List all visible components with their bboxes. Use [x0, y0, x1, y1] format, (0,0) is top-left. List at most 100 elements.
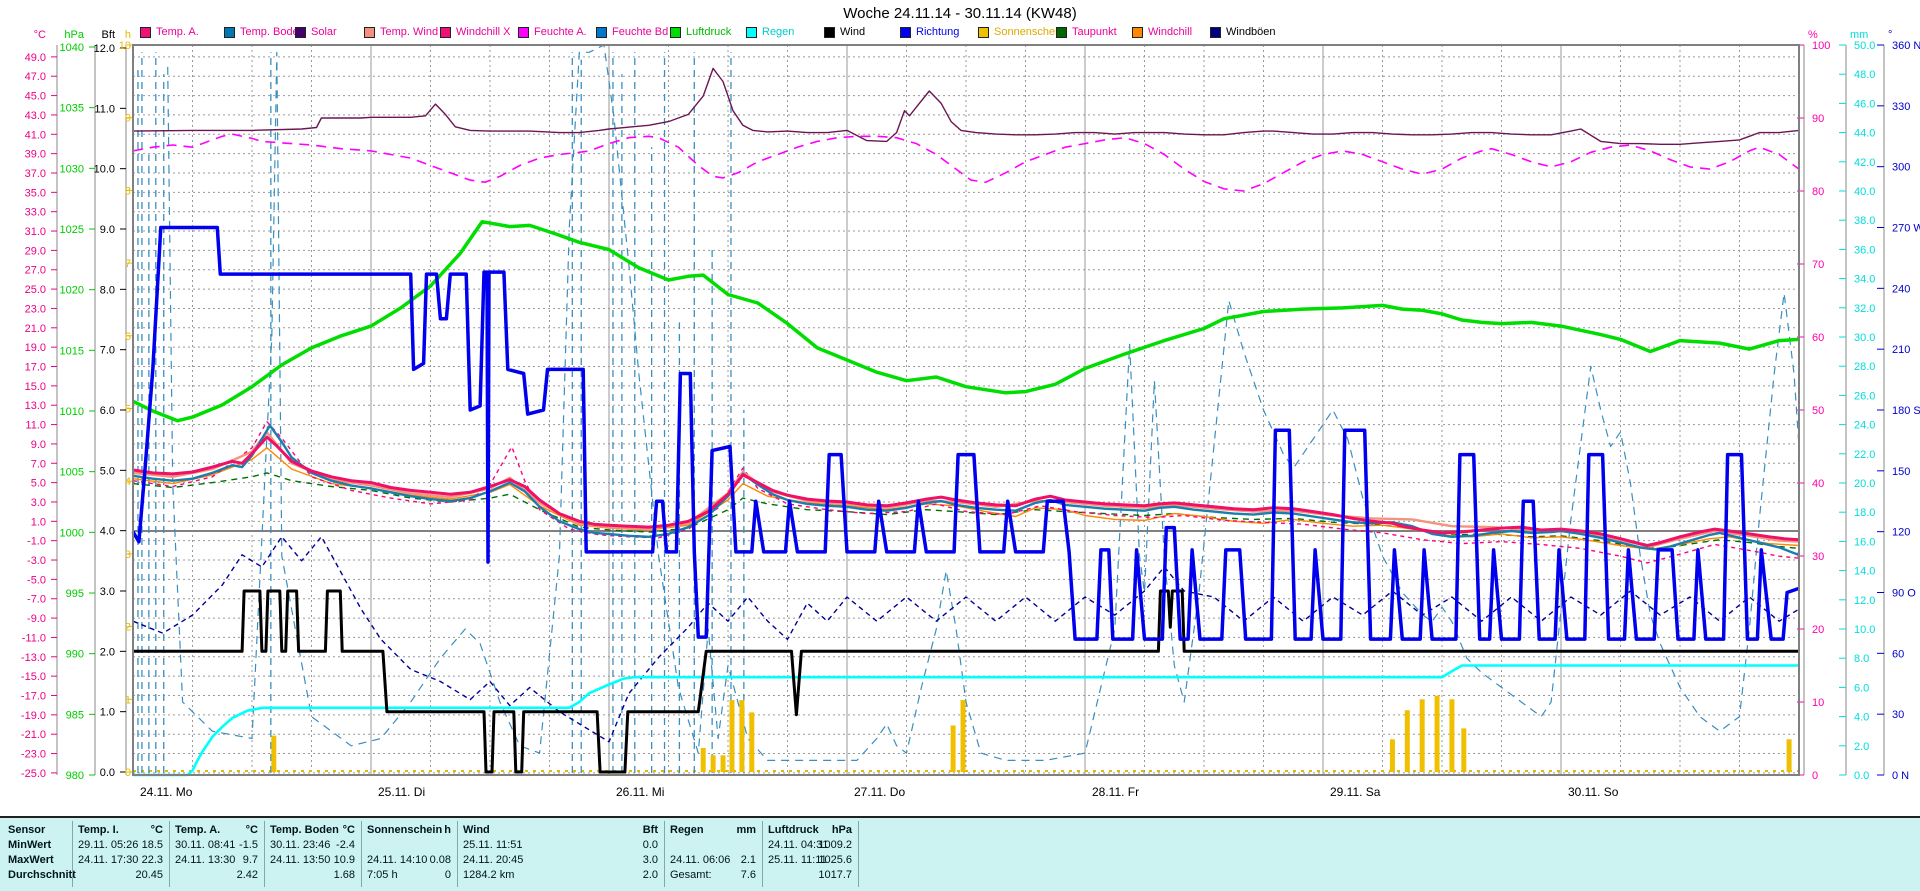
axis-header-deg: ° [1888, 29, 1892, 41]
axis-header-h: h [125, 29, 131, 41]
legend-item-windchill[interactable]: Windchill [1132, 25, 1192, 39]
axis-tick-label: 1000 [60, 527, 84, 539]
legend-swatch-icon [900, 26, 911, 38]
axis-tick-label: 70 [1812, 259, 1824, 271]
plot-frame [132, 44, 1800, 776]
legend-item-temp-boden[interactable]: Temp. Boden [224, 25, 305, 39]
axis-tick-label: 20 [1812, 624, 1824, 636]
axis-tick-label: 90 O [1892, 587, 1916, 599]
axis-tick-label: 10.0 [1854, 624, 1875, 636]
table-col-unit: °C [150, 824, 163, 836]
table-col-header: Wind [463, 824, 490, 836]
x-axis-day-label: 25.11. Di [378, 785, 425, 799]
axis-tick-label: 1015 [60, 345, 84, 357]
axis-tick-label: 15.0 [25, 381, 46, 393]
axis-tick-label: 240 [1892, 283, 1910, 295]
table-column-divider [762, 821, 763, 887]
axis-tick-label: 0.0 [1854, 770, 1869, 782]
legend-swatch-icon [140, 26, 151, 38]
legend-label: Wind [840, 26, 866, 38]
legend-item-sonnenschein[interactable]: Sonnenschein [978, 25, 1064, 39]
table-avg-value: 20.45 [135, 869, 163, 881]
bar-sonnenschein [1389, 739, 1395, 772]
table-avg-label: Gesamt: [670, 869, 712, 881]
bar-sonnenschein [1461, 728, 1467, 772]
table-col-unit: Bft [642, 824, 658, 836]
legend-label: Feuchte A. [534, 26, 587, 38]
legend-item-taupunkt[interactable]: Taupunkt [1056, 25, 1117, 39]
bar-sonnenschein [960, 700, 966, 772]
legend-swatch-icon [440, 26, 451, 38]
table-avg-value: 1017.7 [818, 869, 852, 881]
table-column-divider [169, 821, 170, 887]
bar-sonnenschein [1786, 739, 1792, 772]
axis-tick-label: 47.0 [25, 71, 46, 83]
legend-label: Windchill [1148, 26, 1193, 38]
legend-item-wind[interactable]: Wind [824, 25, 865, 39]
legend-label: Temp. A. [156, 26, 199, 38]
bar-sonnenschein [710, 755, 716, 772]
legend-item-windchill-x[interactable]: Windchill X [440, 25, 510, 39]
table-max-time: 24.11. 17:30 [78, 854, 139, 866]
axis-tick-label: -5.0 [27, 574, 46, 586]
axis-tick-label: 60 [1892, 648, 1904, 660]
bar-sonnenschein [720, 755, 726, 772]
legend-item-luftdruck[interactable]: Luftdruck [670, 25, 731, 39]
table-max-time: 25.11. 11:11 [768, 854, 827, 866]
table-col-unit: hPa [831, 824, 852, 836]
legend-item-temp-wind[interactable]: Temp. Wind [364, 25, 438, 39]
axis-tick-label: 0 N [1892, 770, 1909, 782]
table-col-unit: mm [736, 824, 756, 836]
axis-tick-label: 90 [1812, 113, 1824, 125]
axis-tick-label: 2.0 [100, 646, 115, 658]
x-axis-day-label: 24.11. Mo [140, 785, 193, 799]
axis-tick-label: 100 [1812, 40, 1830, 52]
axis-tick-label: 16.0 [1854, 536, 1875, 548]
legend-item-richtung[interactable]: Richtung [900, 25, 959, 39]
legend-item-windb-en[interactable]: Windböen [1210, 25, 1276, 39]
series-feuchte-bd [167, 44, 1800, 762]
legend-item-temp-a-[interactable]: Temp. A. [140, 25, 199, 39]
axis-tick-label: -13.0 [21, 652, 46, 664]
table-max-value: 9.7 [242, 854, 258, 866]
axis-tick-label: 33.0 [25, 207, 46, 219]
axis-tick-label: -17.0 [21, 690, 46, 702]
legend-label: Luftdruck [686, 26, 732, 38]
axis-tick-label: 41.0 [25, 129, 46, 141]
table-avg-value: 2.42 [236, 869, 258, 881]
table-col-header: Sonnenschein [367, 824, 443, 836]
table-avg-value: 1.68 [333, 869, 355, 881]
axis-tick-label: 50.0 [1854, 40, 1875, 52]
axis-tick-label: 5.0 [100, 465, 115, 477]
table-col-header: Luftdruck [768, 824, 819, 836]
axis-tick-label: 11.0 [94, 103, 115, 115]
axis-tick-label: 5.0 [31, 478, 46, 490]
axis-tick-label: 9.0 [100, 224, 115, 236]
legend-item-regen[interactable]: Regen [746, 25, 794, 39]
axis-tick-label: 43.0 [25, 110, 46, 122]
axis-tick-label: 1020 [60, 285, 84, 297]
axis-tick-label: 8.0 [100, 284, 115, 296]
bar-sonnenschein [1434, 695, 1440, 772]
axis-tick-label: 10 [119, 40, 131, 52]
axis-tick-label: 270 W [1892, 222, 1920, 234]
legend-item-feuchte-bd[interactable]: Feuchte Bd [596, 25, 668, 39]
table-row-label: Sensor [8, 824, 46, 836]
legend-item-solar[interactable]: Solar [295, 25, 337, 39]
axis-tick-label: 27.0 [25, 265, 46, 277]
axis-tick-label: 80 [1812, 186, 1824, 198]
table-col-header: Temp. I. [78, 824, 119, 836]
axis-tick-label: 42.0 [1854, 157, 1875, 169]
table-max-time: 24.11. 06:06 [670, 854, 731, 866]
axis-tick-label: 40.0 [1854, 186, 1875, 198]
axis-tick-label: -19.0 [21, 710, 46, 722]
axis-tick-label: 38.0 [1854, 215, 1875, 227]
legend-label: Windchill X [456, 26, 511, 38]
axis-tick-label: 9.0 [31, 439, 46, 451]
axis-tick-label: -25.0 [21, 768, 46, 780]
table-column-divider [264, 821, 265, 887]
axis-tick-label: -7.0 [27, 594, 46, 606]
legend-item-feuchte-a-[interactable]: Feuchte A. [518, 25, 587, 39]
legend-swatch-icon [295, 26, 306, 38]
